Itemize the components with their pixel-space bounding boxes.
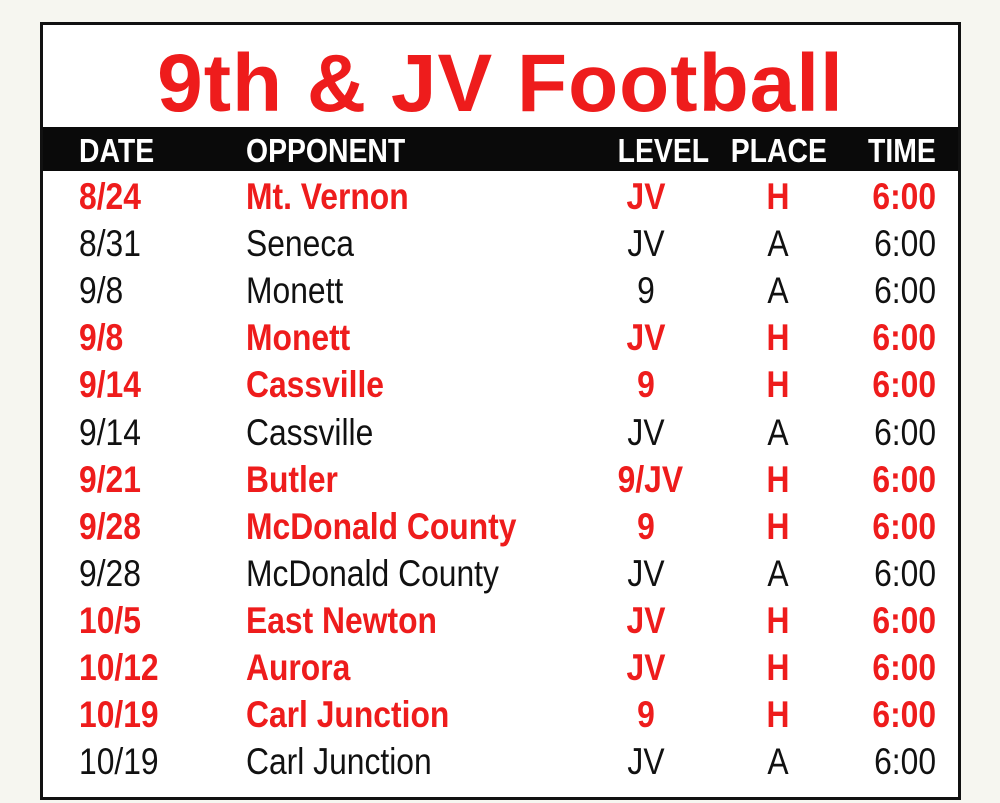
schedule-title: 9th & JV Football xyxy=(157,38,844,129)
header-time: TIME xyxy=(868,132,936,169)
cell-level: 9 xyxy=(637,364,655,406)
cell-opponent: Seneca xyxy=(246,223,354,265)
table-row: 10/5 East Newton JV H 6:00 xyxy=(43,599,958,646)
cell-date: 9/28 xyxy=(79,552,141,594)
cell-time: 6:00 xyxy=(872,599,936,641)
cell-time: 6:00 xyxy=(872,647,936,688)
cell-level: JV xyxy=(627,223,665,265)
table-row: 10/12 Aurora JV H 6:00 xyxy=(43,646,958,693)
cell-time: 6:00 xyxy=(874,223,936,265)
header-opponent: OPPONENT xyxy=(246,132,406,169)
cell-date: 9/14 xyxy=(79,364,141,406)
cell-level: JV xyxy=(627,741,665,783)
cell-date: 9/8 xyxy=(79,317,124,359)
table-row: 9/28 McDonald County 9 H 6:00 xyxy=(43,505,958,552)
table-row: 9/21 Butler 9/JV H 6:00 xyxy=(43,458,958,505)
cell-place: A xyxy=(767,411,789,453)
cell-date: 9/21 xyxy=(79,458,141,500)
table-row: 8/31 Seneca JV A 6:00 xyxy=(43,222,958,269)
table-header: DATE OPPONENT LEVEL PLACE TIME xyxy=(43,127,958,171)
cell-level: JV xyxy=(627,411,665,453)
cell-level: JV xyxy=(626,599,666,641)
cell-level: JV xyxy=(626,317,666,359)
cell-date: 10/19 xyxy=(79,694,159,736)
header-level: LEVEL xyxy=(617,132,710,169)
table-row: 9/14 Cassville JV A 6:00 xyxy=(43,411,958,458)
cell-time: 6:00 xyxy=(872,317,936,359)
cell-opponent: McDonald County xyxy=(246,505,517,547)
table-row: 8/24 Mt. Vernon JV H 6:00 xyxy=(43,175,958,222)
cell-date: 10/12 xyxy=(79,647,159,688)
cell-place: H xyxy=(766,647,790,688)
cell-level: 9 xyxy=(637,270,655,312)
cell-time: 6:00 xyxy=(872,176,936,217)
cell-time: 6:00 xyxy=(874,270,936,312)
cell-place: A xyxy=(767,270,789,312)
header-place: PLACE xyxy=(730,132,827,169)
cell-time: 6:00 xyxy=(872,505,936,547)
cell-time: 6:00 xyxy=(872,458,936,500)
cell-level: 9 xyxy=(637,694,655,736)
cell-time: 6:00 xyxy=(872,694,936,736)
cell-place: H xyxy=(766,505,790,547)
cell-time: 6:00 xyxy=(872,364,936,406)
table-row: 10/19 Carl Junction JV A 6:00 xyxy=(43,740,958,787)
cell-opponent: Mt. Vernon xyxy=(246,176,409,217)
cell-date: 10/19 xyxy=(79,741,159,783)
cell-date: 9/14 xyxy=(79,411,141,453)
header-date: DATE xyxy=(79,132,155,169)
cell-time: 6:00 xyxy=(874,552,936,594)
cell-place: A xyxy=(767,741,789,783)
cell-level: JV xyxy=(626,647,666,688)
table-row: 9/14 Cassville 9 H 6:00 xyxy=(43,363,958,410)
cell-place: H xyxy=(766,458,790,500)
cell-level: 9 xyxy=(637,505,655,547)
cell-place: A xyxy=(767,223,789,265)
cell-date: 10/5 xyxy=(79,599,141,641)
cell-time: 6:00 xyxy=(874,741,936,783)
cell-place: H xyxy=(766,694,790,736)
cell-date: 8/31 xyxy=(79,223,141,265)
cell-opponent: Carl Junction xyxy=(246,741,432,783)
cell-date: 8/24 xyxy=(79,176,141,217)
cell-level: 9/JV xyxy=(617,458,684,500)
table-row: 9/28 McDonald County JV A 6:00 xyxy=(43,552,958,599)
schedule-box: 9th & JV Football DATE OPPONENT LEVEL PL… xyxy=(40,22,961,800)
cell-place: H xyxy=(766,364,790,406)
cell-opponent: Cassville xyxy=(246,364,384,406)
table-row: 9/8 Monett JV H 6:00 xyxy=(43,316,958,363)
cell-opponent: Aurora xyxy=(246,647,351,688)
cell-opponent: Carl Junction xyxy=(246,694,450,736)
cell-date: 9/28 xyxy=(79,505,141,547)
cell-level: JV xyxy=(627,552,665,594)
cell-place: A xyxy=(767,552,789,594)
table-row: 10/19 Carl Junction 9 H 6:00 xyxy=(43,693,958,740)
cell-opponent: McDonald County xyxy=(246,552,499,594)
cell-place: H xyxy=(766,317,790,359)
cell-opponent: Butler xyxy=(246,458,338,500)
cell-place: H xyxy=(766,176,790,217)
cell-opponent: Monett xyxy=(246,317,351,359)
cell-date: 9/8 xyxy=(79,270,124,312)
cell-level: JV xyxy=(626,176,666,217)
cell-opponent: East Newton xyxy=(246,599,437,641)
cell-time: 6:00 xyxy=(874,411,936,453)
cell-opponent: Monett xyxy=(246,270,344,312)
cell-opponent: Cassville xyxy=(246,411,374,453)
table-row: 9/8 Monett 9 A 6:00 xyxy=(43,269,958,316)
cell-place: H xyxy=(766,599,790,641)
